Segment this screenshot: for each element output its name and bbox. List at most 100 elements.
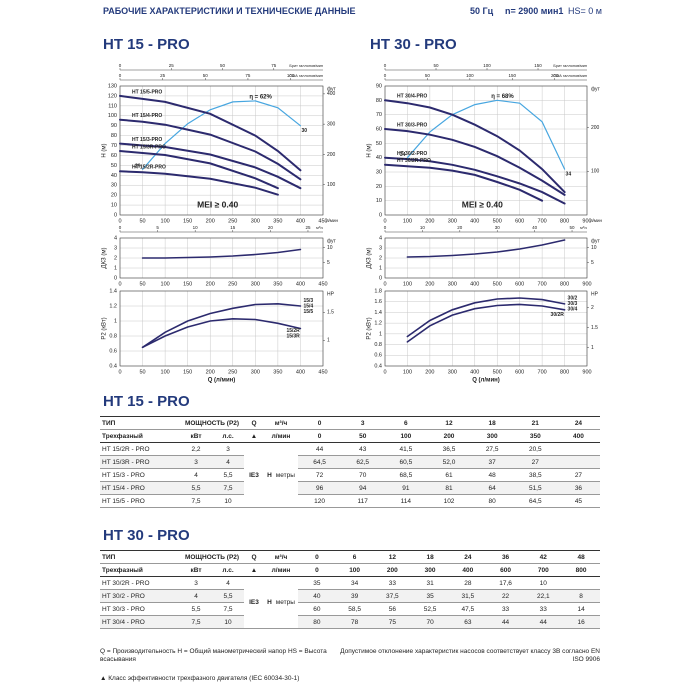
table-cell <box>556 455 600 469</box>
x-tick-label: 250 <box>228 218 237 224</box>
table-cell: 4 <box>212 455 245 469</box>
x-tick-label: 100 <box>403 281 412 287</box>
top-tick-label: 10 <box>193 225 199 230</box>
table-cell: 22 <box>486 589 525 603</box>
x-tick-label: 0 <box>118 218 121 224</box>
table-cell: 300 <box>411 563 449 577</box>
right-tick-label: 1.5 <box>591 325 598 331</box>
y-tick-label: 10 <box>376 198 382 204</box>
y-tick-label: 0 <box>379 212 382 218</box>
x-axis-label: Q (л/мин) <box>208 378 236 384</box>
table-cell: 37,5 <box>373 589 412 603</box>
table-cell: ▲ <box>244 563 265 577</box>
y-tick-label: 30 <box>376 169 382 175</box>
top-tick-label: 0 <box>119 63 122 68</box>
y-tick-label: 60 <box>376 126 382 132</box>
x-tick-label: 450 <box>318 281 327 287</box>
curve-label: 15/2R <box>286 328 300 334</box>
x-tick-label: 0 <box>383 281 386 287</box>
header-row: Трехфазный кВт л.с. ▲ л/мин 0 100 200 300 400 600 7… <box>100 563 600 577</box>
x-tick-label: 300 <box>251 281 260 287</box>
y-tick-label: 60 <box>111 153 117 159</box>
y-axis-label: P2 (кВт) <box>102 317 108 339</box>
top-tick-label: 50 <box>220 63 226 68</box>
efficiency-start: 29 <box>135 164 141 170</box>
footer-legend: Q = Производительность H = Общий маномет… <box>100 648 327 663</box>
x-tick-label: 900 <box>582 281 591 287</box>
table-cell: 16 <box>562 615 600 629</box>
x-tick-label: 600 <box>515 281 524 287</box>
x-tick-label: 400 <box>470 218 479 224</box>
x-tick-label: 100 <box>403 218 412 224</box>
table-cell: 7,5 <box>212 602 245 616</box>
top-tick-label: 10 <box>420 225 426 230</box>
pump-curve <box>119 118 302 181</box>
mei-note: MEI ≥ 0.40 <box>462 199 503 209</box>
top-axis-label: Брит галлонов/мин <box>553 64 587 68</box>
table-row: HT 15/3 - PRO 4 5,5 72 70 68,5 61 48 38,5 27 <box>100 468 600 482</box>
plot-frame <box>384 85 588 216</box>
y-tick-label: 70 <box>376 112 382 118</box>
x-tick-label: 200 <box>425 218 434 224</box>
y-tick-label: 2 <box>114 255 117 261</box>
right-tick-label: 1 <box>327 338 330 344</box>
y-tick-label: 1.4 <box>109 288 117 294</box>
table-cell: 96 <box>298 481 342 495</box>
x-unit: л/мин <box>590 218 602 223</box>
plot-frame <box>119 290 324 367</box>
y-tick-label: 30 <box>111 183 117 189</box>
curve-label: 15/4 <box>303 303 313 309</box>
table-cell: 6 <box>384 416 428 430</box>
table-cell: л.с. <box>212 563 245 577</box>
table-cell: 114 <box>384 494 428 508</box>
table-cell: 700 <box>524 563 563 577</box>
table-cell: 12 <box>373 550 412 564</box>
table-cell: HT 30/2R - PRO <box>100 576 180 590</box>
table-cell: 5,5 <box>180 602 212 616</box>
charts: 0 50 100 150 200 250 300 350 400 4500102030405060… <box>102 63 603 384</box>
table-cell: 81 <box>427 481 471 495</box>
efficiency-label: η = 68% <box>491 94 514 100</box>
right-tick-label: 100 <box>591 169 600 175</box>
header-frequency: 50 Гц <box>470 6 494 16</box>
table-cell: 60 <box>298 602 336 616</box>
x-tick-label: 200 <box>206 218 215 224</box>
x-tick-label: 350 <box>273 218 282 224</box>
x-tick-label: 0 <box>118 281 121 287</box>
table-cell: 50 <box>341 429 385 443</box>
top-tick-label: 50 <box>425 73 431 78</box>
curve-label: HT 30/3-PRO <box>397 122 427 128</box>
table-cell: 36 <box>556 481 600 495</box>
header-row: Трехфазный кВт л.с. ▲ л/мин 0 50 100 200 300 350 40… <box>100 429 600 443</box>
pump-curve <box>384 99 566 194</box>
x-tick-label: 0 <box>383 369 386 375</box>
x-tick-label: 0 <box>383 218 386 224</box>
table-cell: 52,5 <box>411 602 449 616</box>
y-tick-label: 80 <box>111 133 117 139</box>
table-row: HT 15/5 - PRO 7,5 10 120 117 114 102 80 64,5 45 <box>100 494 600 508</box>
right-tick-label: 1 <box>591 345 594 351</box>
y-tick-label: 100 <box>108 113 117 119</box>
curve-label: HT 15/3R-PRO <box>132 144 166 150</box>
table-cell: 5,5 <box>180 481 212 495</box>
table-cell: 100 <box>384 429 428 443</box>
top-tick-label: 25 <box>169 63 175 68</box>
top-tick-label: 150 <box>509 73 517 78</box>
efficiency-curve <box>406 99 566 170</box>
top-tick-label: 50 <box>203 73 209 78</box>
header-speed: n= 2900 мин1 <box>505 6 564 16</box>
table-cell: 44 <box>486 615 525 629</box>
y-tick-label: 1.8 <box>374 288 382 294</box>
top-tick-label: 150 <box>534 63 542 68</box>
efficiency-start: 34 <box>400 152 406 158</box>
y-tick-label: 130 <box>108 83 117 89</box>
x-tick-label: 300 <box>251 369 260 375</box>
curve-label: 15/3 <box>303 298 313 304</box>
table-cell: HT 15/3R - PRO <box>100 455 180 469</box>
plot-frame <box>384 290 588 367</box>
table-cell: 6 <box>335 550 374 564</box>
